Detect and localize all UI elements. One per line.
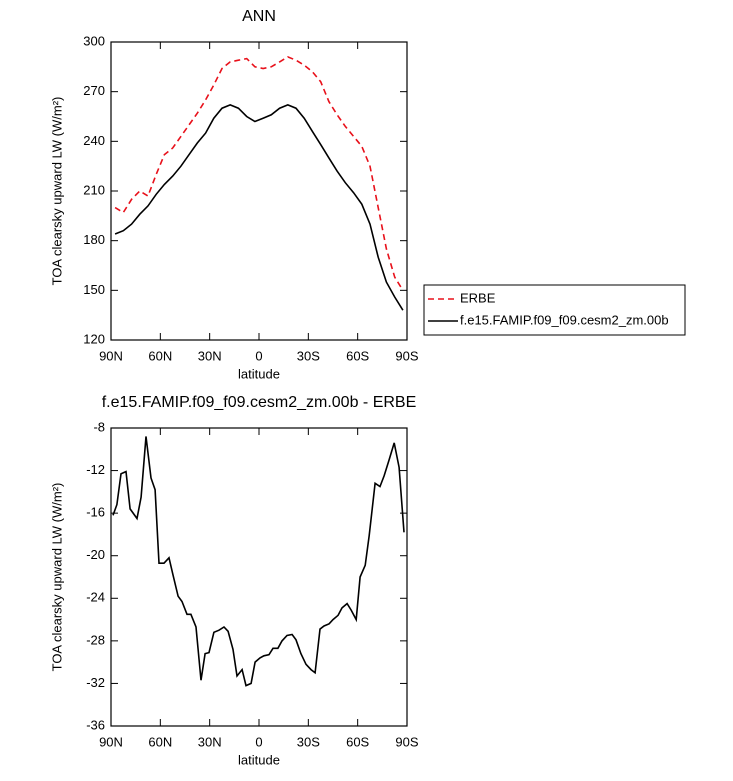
x-axis-label: latitude [238,752,280,767]
y-tick-label: -8 [93,419,105,434]
data-line [114,104,404,311]
y-tick-label: -16 [86,505,105,520]
y-tick-label: 150 [83,282,105,297]
y-tick-label: 210 [83,182,105,197]
x-tick-label: 60N [148,348,172,363]
y-tick-label: 120 [83,331,105,346]
data-line [112,436,405,687]
plot-frame [110,427,408,727]
y-tick-label: -20 [86,547,105,562]
y-tick-label: -28 [86,632,105,647]
x-tick-label: 30S [297,348,320,363]
x-tick-label: 60S [346,734,369,749]
legend-label: ERBE [460,290,496,305]
x-tick-label: 0 [255,348,262,363]
y-tick-label: -12 [86,462,105,477]
legend-label: f.e15.FAMIP.f09_f09.cesm2_zm.00b [460,312,669,327]
plot-frame [110,41,408,341]
y-tick-label: 270 [83,83,105,98]
y-tick-label: 180 [83,232,105,247]
chart-title: ANN [242,8,276,25]
y-tick-label: 240 [83,133,105,148]
legend: ERBE f.e15.FAMIP.f09_f09.cesm2_zm.00b [423,284,686,336]
x-tick-label: 60S [346,348,369,363]
y-axis-label: TOA clearsky upward LW (W/m²) [49,97,64,286]
y-axis-label: TOA clearsky upward LW (W/m²) [49,483,64,672]
x-tick-label: 90S [395,734,418,749]
y-tick-label: 300 [83,33,105,48]
x-tick-label: 0 [255,734,262,749]
x-tick-label: 30N [198,348,222,363]
data-line [114,56,404,291]
x-tick-label: 30S [297,734,320,749]
y-tick-label: -36 [86,717,105,732]
x-tick-label: 90S [395,348,418,363]
y-tick-label: -24 [86,590,105,605]
x-tick-label: 30N [198,734,222,749]
y-tick-label: -32 [86,675,105,690]
legend-box [423,284,686,336]
chart-title: f.e15.FAMIP.f09_f09.cesm2_zm.00b - ERBE [102,394,417,411]
x-axis-label: latitude [238,366,280,381]
x-tick-label: 90N [99,348,123,363]
x-tick-label: 60N [148,734,172,749]
x-tick-label: 90N [99,734,123,749]
